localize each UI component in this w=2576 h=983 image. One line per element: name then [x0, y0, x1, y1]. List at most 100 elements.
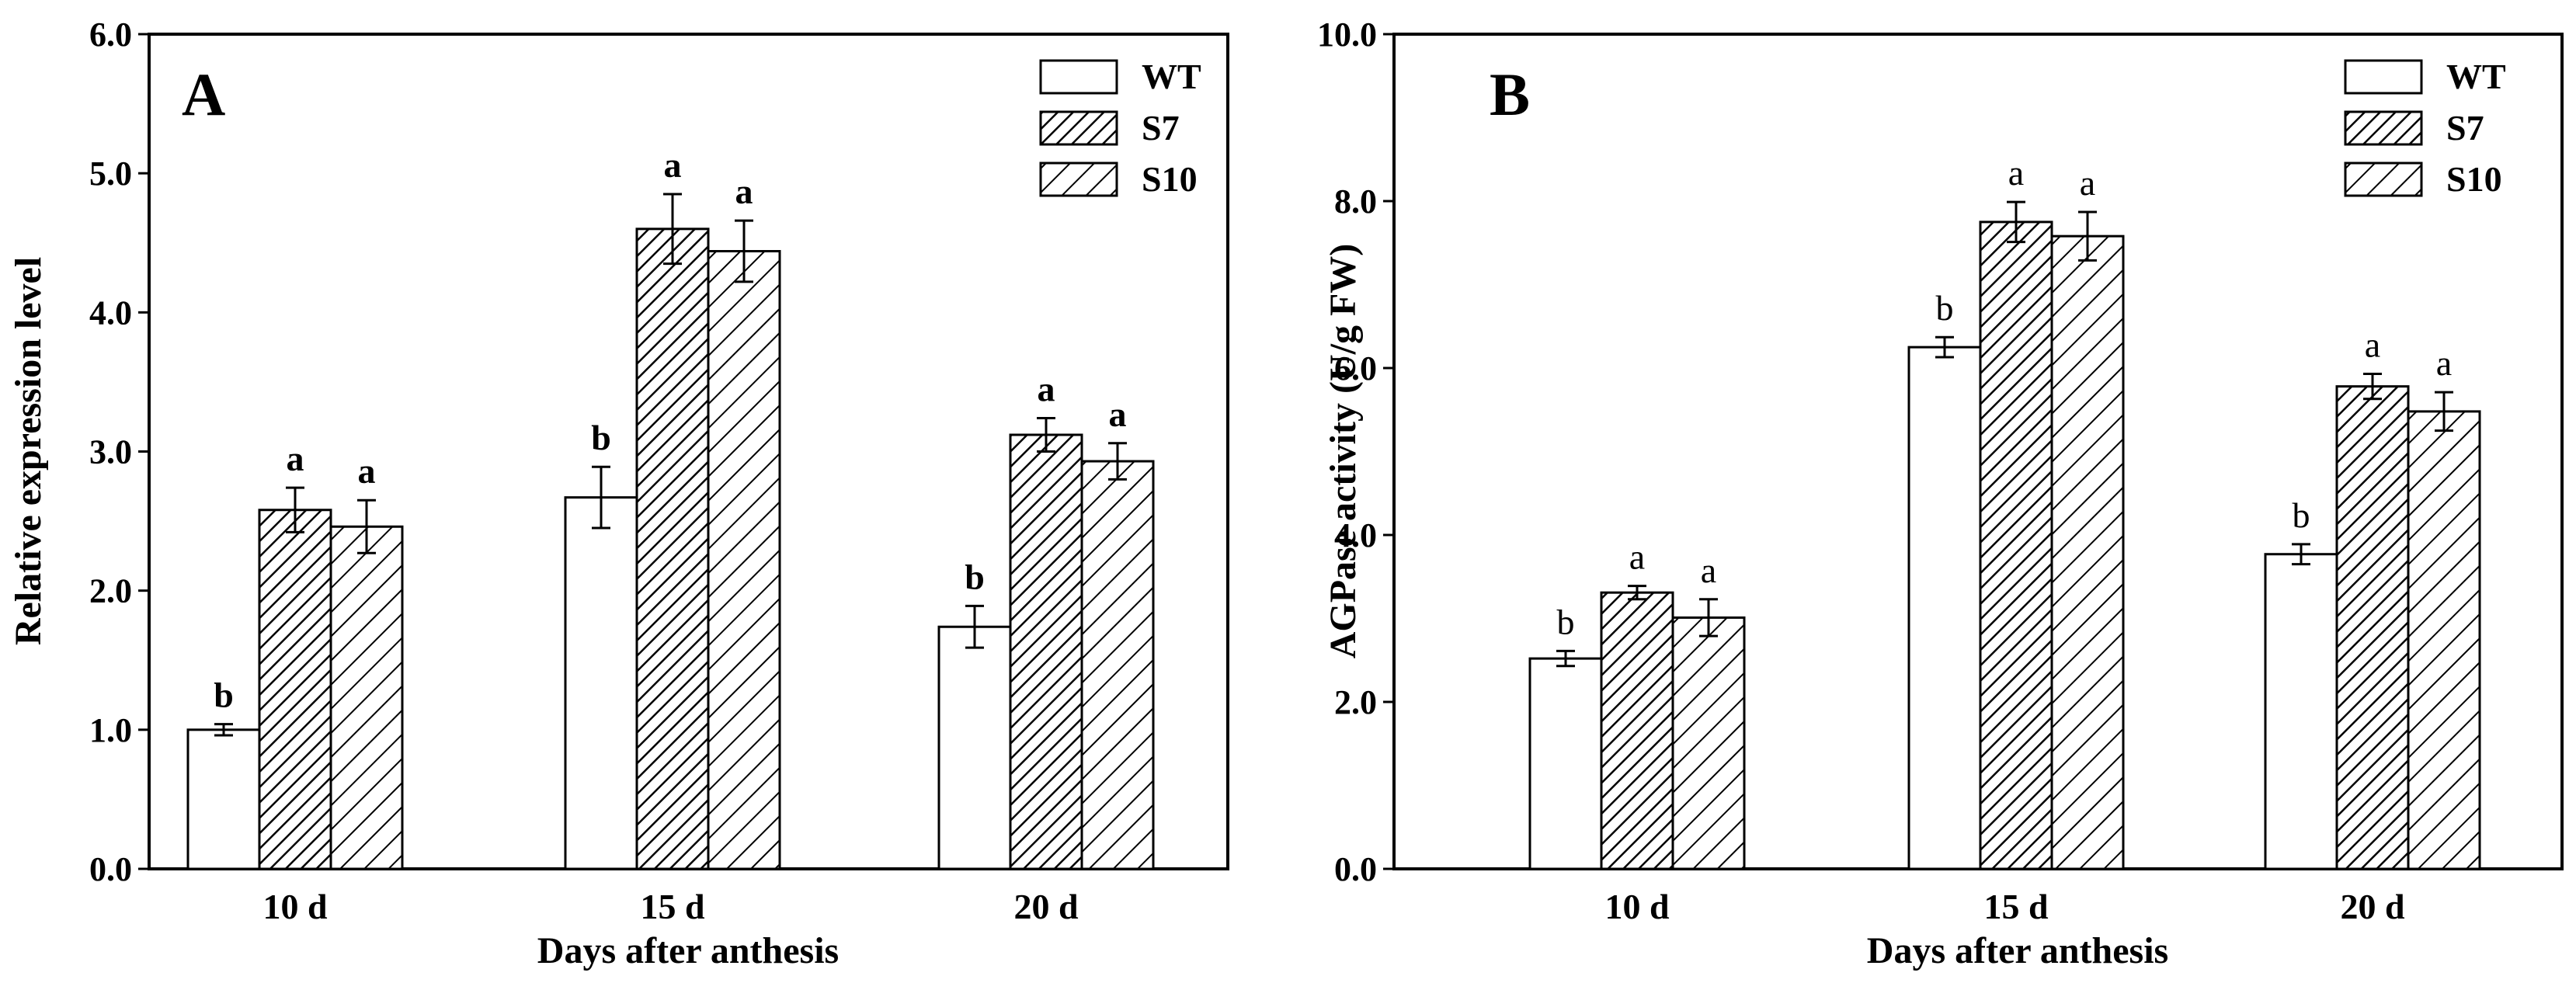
error-bar-s7-15-d — [2007, 200, 2025, 244]
bar-s7-15-d — [1979, 221, 2053, 870]
y-tick-label: 4.0 — [1334, 516, 1377, 554]
sig-letter-s10-20-d: a — [2436, 343, 2452, 383]
error-bar-wt-10-d — [1556, 649, 1575, 668]
legend-swatch-wt — [2344, 59, 2423, 95]
sig-letter-wt-15-d: b — [1936, 288, 1954, 328]
y-tick-label: 0.0 — [1334, 850, 1377, 888]
sig-letter-wt-20-d: b — [965, 557, 985, 596]
sig-letter-wt-20-d: b — [2293, 495, 2310, 535]
error-bar-wt-15-d — [592, 465, 610, 530]
y-tick-label: 2.0 — [1334, 683, 1377, 721]
panel-b-legend: WT S7 S10 — [2344, 57, 2506, 199]
sig-letter-s10-15-d: a — [2080, 163, 2095, 203]
bar-s10-20-d — [2407, 410, 2481, 870]
legend-label-wt: WT — [1142, 57, 1201, 96]
panel-b-x-axis-title: Days after anthesis — [1867, 930, 2168, 971]
panel-b-x-axis: 10 d 15 d 20 d — [1604, 858, 2405, 926]
bar-s7-20-d — [2335, 385, 2410, 870]
legend-swatch-s7 — [1039, 110, 1118, 146]
legend-label-wt: WT — [2446, 57, 2506, 96]
sig-letter-s7-20-d: a — [1038, 370, 1055, 409]
error-bar-wt-20-d — [2292, 543, 2310, 566]
panel-b: B AGPase activity (U/g FW) Days after an… — [1317, 16, 2564, 971]
y-tick-label: 0.0 — [89, 850, 132, 888]
error-bar-s7-10-d — [286, 486, 304, 533]
x-tick-label-15-d: 15 d — [640, 887, 705, 926]
y-tick-label: 5.0 — [89, 155, 132, 193]
bar-wt-20-d — [2264, 553, 2338, 870]
panel-a-y-axis: 0.0 1.0 2.0 3.0 4.0 5.0 6.0 — [89, 16, 149, 888]
y-tick-label: 2.0 — [89, 572, 132, 610]
sig-letter-s7-10-d: a — [287, 439, 304, 478]
sig-letter-s10-10-d: a — [1701, 551, 1716, 590]
panel-a-label: A — [182, 61, 225, 128]
error-bar-s10-10-d — [357, 498, 376, 554]
panel-b-y-axis-title: AGPase activity (U/g FW) — [1323, 244, 1364, 659]
panel-a-x-axis-title: Days after anthesis — [537, 930, 839, 971]
sig-letter-wt-10-d: b — [1557, 602, 1575, 641]
sig-letter-s10-15-d: a — [735, 172, 753, 211]
panel-a-bars: b a a b a a b a a — [186, 145, 1155, 870]
legend-swatch-wt — [1039, 59, 1118, 95]
legend-label-s10: S10 — [2446, 159, 2502, 199]
sig-letter-wt-10-d: b — [214, 676, 234, 715]
error-bar-s7-20-d — [2363, 373, 2382, 401]
legend-swatch-s7 — [2344, 110, 2423, 146]
legend-label-s7: S7 — [2446, 108, 2484, 148]
legend-swatch-s10 — [2344, 162, 2423, 197]
bar-s7-10-d — [258, 509, 332, 870]
x-tick-label-20-d: 20 d — [1013, 887, 1079, 926]
y-tick-label: 4.0 — [89, 294, 132, 332]
bar-s10-10-d — [329, 525, 404, 870]
panel-a: A Relative expression level Days after a… — [8, 16, 1229, 971]
error-bar-wt-10-d — [214, 723, 233, 737]
bar-wt-10-d — [1528, 657, 1603, 870]
x-tick-label-20-d: 20 d — [2340, 887, 2405, 926]
sig-letter-s10-10-d: a — [358, 451, 376, 491]
sig-letter-s7-20-d: a — [2365, 325, 2380, 365]
bar-s7-10-d — [1600, 591, 1674, 870]
error-bar-s10-15-d — [2078, 210, 2097, 262]
legend-label-s10: S10 — [1142, 159, 1198, 199]
y-tick-label: 6.0 — [89, 16, 132, 54]
legend-swatch-s10 — [1039, 162, 1118, 197]
error-bar-wt-20-d — [965, 604, 984, 649]
y-tick-label: 3.0 — [89, 433, 132, 471]
panel-a-y-axis-title: Relative expression level — [8, 257, 49, 645]
bar-wt-10-d — [186, 728, 261, 870]
bar-wt-20-d — [937, 625, 1012, 870]
bar-s7-15-d — [635, 228, 710, 870]
error-bar-s10-20-d — [1108, 442, 1127, 481]
panel-b-y-axis: 0.0 2.0 4.0 6.0 8.0 10.0 — [1317, 16, 1394, 888]
error-bar-s7-15-d — [663, 193, 682, 266]
sig-letter-s7-15-d: a — [2008, 153, 2024, 193]
sig-letter-s7-15-d: a — [664, 145, 682, 185]
bar-s10-20-d — [1080, 460, 1155, 870]
sig-letter-s7-10-d: a — [1629, 537, 1645, 577]
bar-wt-15-d — [564, 496, 638, 870]
x-tick-label-15-d: 15 d — [1983, 887, 2049, 926]
bar-wt-15-d — [1907, 346, 1982, 870]
error-bar-s7-10-d — [1628, 585, 1646, 601]
panel-b-label: B — [1490, 61, 1530, 128]
y-tick-label: 8.0 — [1334, 182, 1377, 221]
error-bar-wt-15-d — [1935, 335, 1954, 359]
x-tick-label-10-d: 10 d — [1604, 887, 1670, 926]
panel-a-legend: WT S7 S10 — [1039, 57, 1201, 199]
x-tick-label-10-d: 10 d — [262, 887, 328, 926]
error-bar-s10-20-d — [2435, 391, 2453, 432]
panel-b-bars: b a a b a a b a a — [1528, 153, 2481, 870]
bar-s10-15-d — [2050, 234, 2125, 870]
error-bar-s7-20-d — [1037, 417, 1055, 453]
bar-s7-20-d — [1009, 433, 1083, 870]
sig-letter-s10-20-d: a — [1109, 394, 1127, 434]
y-tick-label: 10.0 — [1317, 16, 1377, 54]
y-tick-label: 6.0 — [1334, 349, 1377, 387]
y-tick-label: 1.0 — [89, 711, 132, 749]
sig-letter-wt-15-d: b — [591, 418, 611, 457]
error-bar-s10-15-d — [735, 219, 753, 283]
error-bar-s10-10-d — [1699, 598, 1718, 637]
bar-s10-15-d — [707, 250, 781, 870]
legend-label-s7: S7 — [1142, 108, 1180, 148]
